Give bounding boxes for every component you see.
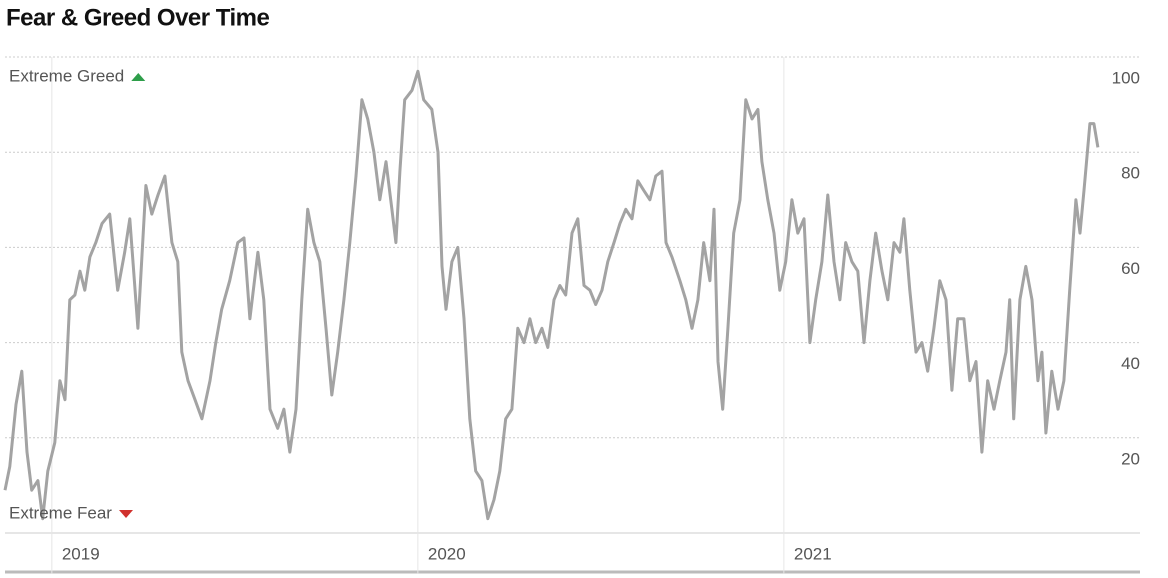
annotation-arrow: [131, 73, 146, 81]
x-tick-label: 2020: [428, 544, 466, 563]
annotation: Extreme Greed: [9, 66, 124, 85]
annotation-arrow: [118, 510, 133, 518]
x-tick-label: 2021: [794, 544, 832, 563]
chart-title: Fear & Greed Over Time: [6, 4, 270, 31]
y-tick-label: 100: [1112, 68, 1140, 87]
line: [3, 69, 1100, 521]
x-tick-label: 2019: [62, 544, 100, 563]
y-tick-label: 80: [1121, 164, 1140, 183]
y-tick-label: 20: [1121, 449, 1140, 468]
annotation: Extreme Fear: [9, 503, 112, 522]
y-tick-label: 60: [1121, 259, 1140, 278]
y-tick-label: 40: [1121, 354, 1140, 373]
